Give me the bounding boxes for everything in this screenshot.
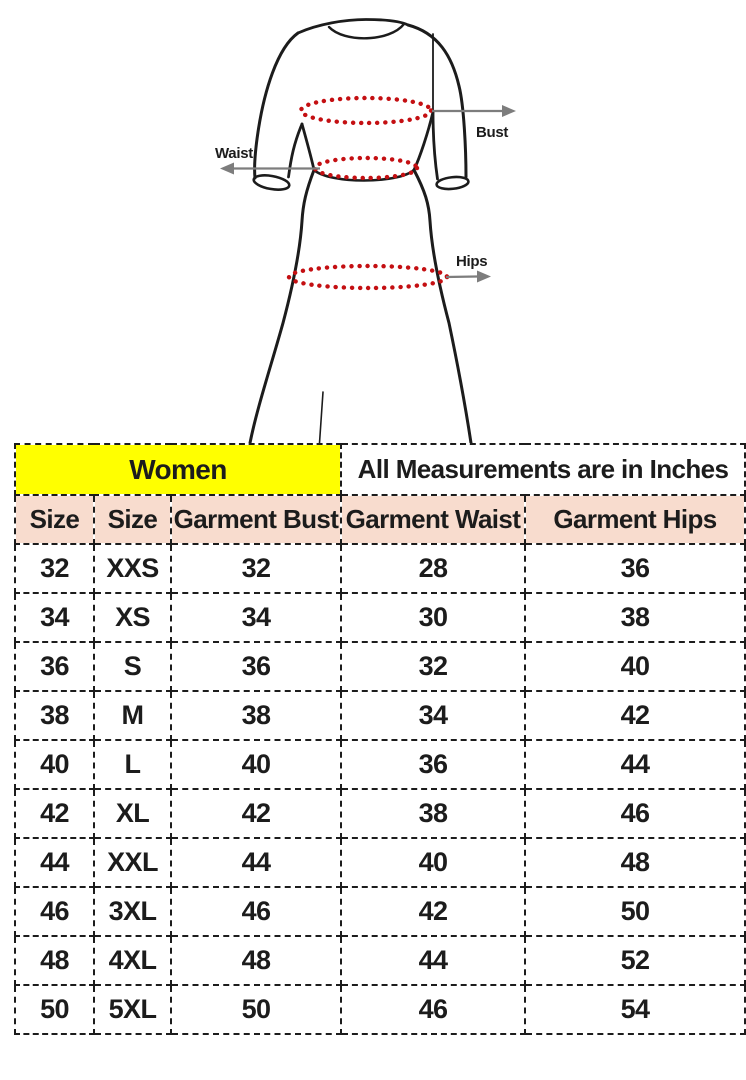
bust-arrowhead-icon: [502, 105, 516, 117]
table-row: 48 4XL 48 44 52: [14, 935, 746, 986]
col-header-size-numeric: Size: [14, 494, 95, 545]
table-cell: 46: [170, 886, 342, 937]
col-header-garment-hips: Garment Hips: [524, 494, 746, 545]
hips-arrow: [445, 270, 491, 283]
table-row: 44 XXL 44 40 48: [14, 837, 746, 888]
table-cell: 48: [14, 935, 95, 986]
table-cell: 38: [170, 690, 342, 741]
table-cell: XS: [93, 592, 172, 643]
table-cell: 36: [14, 641, 95, 692]
table-cell: 36: [340, 739, 526, 790]
table-cell: 3XL: [93, 886, 172, 937]
bust-measure-ellipse: [298, 95, 434, 126]
col-header-garment-waist: Garment Waist: [340, 494, 526, 545]
waist-arrow: [220, 162, 320, 175]
col-header-garment-bust: Garment Bust: [170, 494, 342, 545]
table-cell: 32: [170, 543, 342, 594]
bust-label: Bust: [476, 124, 508, 141]
table-cell: 32: [340, 641, 526, 692]
hips-arrowhead-icon: [477, 270, 491, 283]
table-cell: 42: [170, 788, 342, 839]
table-row: 36 S 36 32 40: [14, 641, 746, 692]
table-cell: XL: [93, 788, 172, 839]
table-cell: 36: [524, 543, 746, 594]
table-title-units: All Measurements are in Inches: [340, 443, 746, 496]
table-cell: 40: [170, 739, 342, 790]
table-cell: 4XL: [93, 935, 172, 986]
table-cell: 54: [524, 984, 746, 1035]
table-cell: 44: [170, 837, 342, 888]
size-chart-table: Women All Measurements are in Inches Siz…: [14, 443, 746, 1035]
dress-outline: [248, 18, 473, 443]
table-row: 50 5XL 50 46 54: [14, 984, 746, 1035]
table-cell: 36: [170, 641, 342, 692]
waist-label: Waist: [215, 145, 253, 162]
table-cell: S: [93, 641, 172, 692]
table-cell: 44: [14, 837, 95, 888]
table-cell: 38: [14, 690, 95, 741]
table-cell: 38: [340, 788, 526, 839]
table-cell: 5XL: [93, 984, 172, 1035]
table-cell: 50: [524, 886, 746, 937]
table-cell: 46: [340, 984, 526, 1035]
table-cell: 34: [14, 592, 95, 643]
table-cell: 32: [14, 543, 95, 594]
table-cell: 48: [524, 837, 746, 888]
table-cell: 42: [340, 886, 526, 937]
table-cell: 44: [340, 935, 526, 986]
table-cell: 30: [340, 592, 526, 643]
dress-measurement-diagram: Bust Waist Hips: [215, 18, 516, 443]
table-row: 38 M 38 34 42: [14, 690, 746, 741]
table-title-row: Women All Measurements are in Inches: [14, 443, 746, 496]
table-cell: 28: [340, 543, 526, 594]
table-cell: 50: [170, 984, 342, 1035]
table-cell: 50: [14, 984, 95, 1035]
table-row: 34 XS 34 30 38: [14, 592, 746, 643]
table-cell: 48: [170, 935, 342, 986]
table-cell: 46: [524, 788, 746, 839]
table-cell: M: [93, 690, 172, 741]
table-title-women: Women: [14, 443, 342, 496]
table-cell: 40: [14, 739, 95, 790]
table-cell: 40: [524, 641, 746, 692]
table-row: 42 XL 42 38 46: [14, 788, 746, 839]
table-cell: XXS: [93, 543, 172, 594]
waist-measure-ellipse: [312, 155, 420, 181]
table-row: 46 3XL 46 42 50: [14, 886, 746, 937]
table-cell: XXL: [93, 837, 172, 888]
waist-arrowhead-icon: [220, 162, 234, 175]
table-cell: 42: [14, 788, 95, 839]
table-cell: 52: [524, 935, 746, 986]
table-cell: 34: [340, 690, 526, 741]
table-body: 32 XXS 32 28 36 34 XS 34 30 38 36 S 36 32 40 38 M 38 34 42 4…: [14, 543, 746, 1035]
hips-label: Hips: [456, 253, 487, 270]
table-cell: 42: [524, 690, 746, 741]
table-cell: 38: [524, 592, 746, 643]
table-cell: 46: [14, 886, 95, 937]
bust-arrow: [432, 105, 516, 117]
hips-measure-ellipse: [286, 263, 450, 291]
table-cell: 44: [524, 739, 746, 790]
table-row: 40 L 40 36 44: [14, 739, 746, 790]
table-cell: 40: [340, 837, 526, 888]
col-header-size-letter: Size: [93, 494, 172, 545]
table-cell: L: [93, 739, 172, 790]
table-cell: 34: [170, 592, 342, 643]
table-row: 32 XXS 32 28 36: [14, 543, 746, 594]
table-columns-row: Size Size Garment Bust Garment Waist Gar…: [14, 494, 746, 545]
